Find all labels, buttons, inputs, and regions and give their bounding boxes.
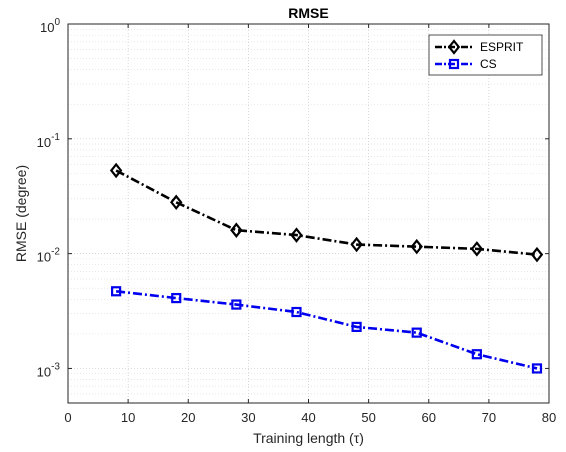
diamond-marker <box>530 246 544 263</box>
x-tick-label: 0 <box>64 410 71 425</box>
y-tick-exponent: -2 <box>51 247 60 258</box>
square-marker <box>471 349 482 360</box>
y-tick-base: 10 <box>37 135 51 150</box>
series-layer <box>109 162 544 374</box>
square-marker <box>110 286 122 297</box>
x-tick-label: 10 <box>121 410 135 425</box>
series-line <box>115 169 538 256</box>
square-marker <box>231 299 242 310</box>
diamond-marker <box>350 236 363 253</box>
x-tick-label: 80 <box>542 410 556 425</box>
diamond-marker <box>410 238 423 255</box>
square-marker <box>411 327 422 338</box>
series-cs <box>110 286 543 374</box>
diamond-marker <box>230 222 243 238</box>
x-axis-label: Training length (τ) <box>253 430 364 446</box>
y-tick-label: 10-3 <box>37 361 61 379</box>
x-tick-label: 60 <box>422 410 436 425</box>
square-marker <box>171 292 182 304</box>
diamond-marker <box>470 241 484 257</box>
diamond-marker <box>290 227 303 243</box>
legend-label: ESPRIT <box>480 40 524 54</box>
legend-item-cs: CS <box>435 57 497 71</box>
square-marker <box>448 58 460 70</box>
diamond-marker <box>447 39 461 55</box>
y-tick-label: 10-1 <box>37 132 61 150</box>
y-tick-label: 10-2 <box>37 247 61 265</box>
legend-box <box>428 34 543 76</box>
x-tick-label: 20 <box>181 410 195 425</box>
square-marker <box>291 306 302 318</box>
legend-label: CS <box>480 57 497 71</box>
y-axis-label: RMSE (degree) <box>13 165 29 262</box>
x-tick-label: 70 <box>482 410 496 425</box>
y-tick-label: 100 <box>40 17 60 35</box>
chart-title: RMSE <box>288 5 328 21</box>
x-tick-label: 50 <box>361 410 375 425</box>
y-tick-exponent: 0 <box>54 17 60 28</box>
y-tick-exponent: -1 <box>51 132 60 143</box>
legend: ESPRIT CS <box>428 34 543 76</box>
diamond-marker <box>109 162 123 179</box>
x-tick-label: 40 <box>301 410 315 425</box>
x-tick-label: 30 <box>241 410 255 425</box>
legend-item-esprit: ESPRIT <box>435 39 524 55</box>
series-line <box>115 289 538 370</box>
diamond-marker <box>170 194 183 211</box>
y-tick-exponent: -3 <box>51 361 60 372</box>
square-marker <box>351 321 362 333</box>
y-tick-base: 10 <box>37 250 51 265</box>
x-tick-labels: 0 10 20 30 40 50 60 70 80 <box>64 410 556 425</box>
y-tick-base: 10 <box>37 364 51 379</box>
y-tick-base: 10 <box>40 20 54 35</box>
axis-ticks <box>67 23 550 403</box>
square-marker <box>531 363 543 374</box>
series-esprit <box>109 162 544 263</box>
